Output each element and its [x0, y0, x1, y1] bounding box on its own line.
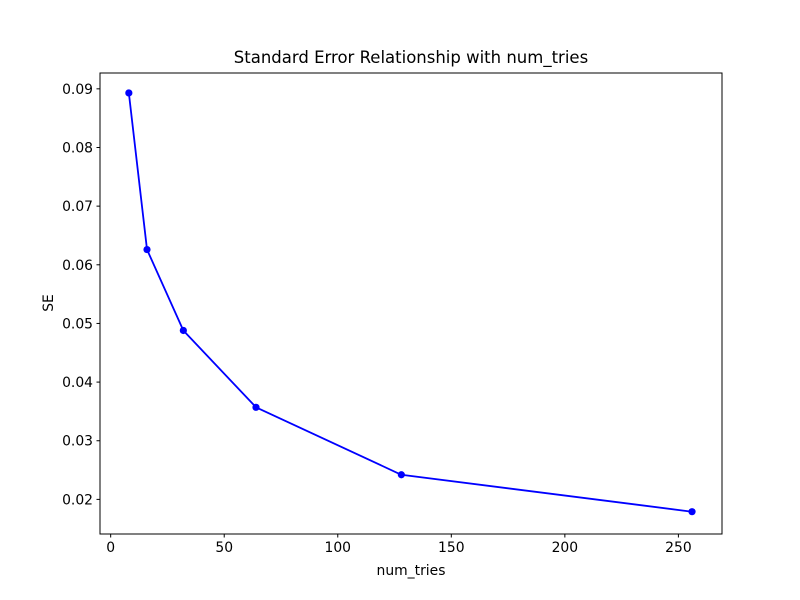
- x-tick-label: 250: [665, 540, 692, 556]
- y-tick-label: 0.09: [62, 82, 93, 98]
- series-line: [127, 92, 693, 513]
- y-tick-label: 0.07: [62, 199, 93, 215]
- chart-title: Standard Error Relationship with num_tri…: [233, 48, 589, 67]
- x-tick-label: 50: [215, 540, 233, 556]
- x-axis-label: num_tries: [376, 563, 446, 579]
- y-tick-label: 0.03: [62, 434, 93, 450]
- x-tick-label: 0: [106, 540, 115, 556]
- data-point-marker: [688, 508, 696, 516]
- y-tick-label: 0.02: [62, 492, 93, 508]
- y-tick-label: 0.04: [62, 375, 93, 391]
- x-tick-label: 100: [325, 540, 352, 556]
- y-tick-label: 0.06: [62, 258, 93, 274]
- data-point-marker: [143, 245, 151, 254]
- x-tick-label: 150: [438, 540, 465, 556]
- plot-area: [100, 73, 722, 534]
- data-point-marker: [252, 403, 260, 411]
- data-point-marker: [397, 471, 405, 479]
- y-axis-label: SE: [41, 294, 57, 312]
- data-point-marker: [125, 89, 133, 97]
- y-tick-label: 0.05: [62, 316, 93, 332]
- plot-border: [99, 72, 723, 535]
- y-tick-label: 0.08: [62, 140, 93, 156]
- x-tick-label: 200: [552, 540, 579, 556]
- data-point-marker: [179, 326, 187, 335]
